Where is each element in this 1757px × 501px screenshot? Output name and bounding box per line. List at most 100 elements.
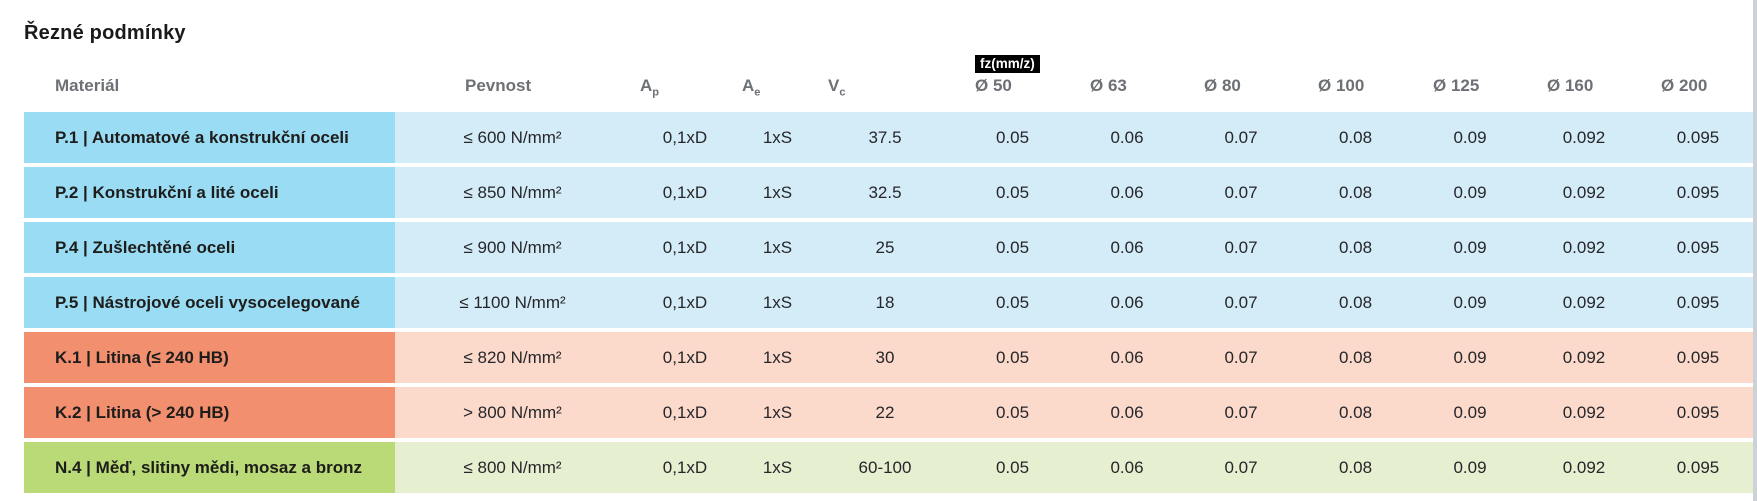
vc-cell: 60-100 <box>815 442 955 493</box>
fz-cell: 0.095 <box>1641 112 1755 163</box>
fz-cell: 0.07 <box>1184 277 1298 328</box>
pevnost-cell: > 800 N/mm² <box>395 387 630 438</box>
fz-cell: 0.06 <box>1070 167 1184 218</box>
table-row: K.2 | Litina (> 240 HB) > 800 N/mm² 0,1xD 1… <box>24 387 1755 438</box>
col-header-pevnost: Pevnost <box>465 76 532 95</box>
ap-cell: 0,1xD <box>630 442 740 493</box>
fz-cell: 0.092 <box>1527 332 1641 383</box>
vc-cell: 37.5 <box>815 112 955 163</box>
fz-cell: 0.095 <box>1641 387 1755 438</box>
col-header-diameter-3: Ø 80 <box>1204 76 1241 95</box>
fz-cell: 0.05 <box>955 387 1070 438</box>
fz-cell: 0.05 <box>955 332 1070 383</box>
ap-cell: 0,1xD <box>630 222 740 273</box>
table-row: P.4 | Zušlechtěné oceli ≤ 900 N/mm² 0,1xD 1… <box>24 222 1755 273</box>
ap-cell: 0,1xD <box>630 332 740 383</box>
fz-cell: 0.092 <box>1527 167 1641 218</box>
col-header-diameter-4: Ø 100 <box>1318 76 1365 95</box>
table-body: P.1 | Automatové a konstrukční oceli ≤ 60… <box>24 112 1755 493</box>
ae-cell: 1xS <box>740 442 815 493</box>
vertical-scrollbar[interactable] <box>1753 0 1757 501</box>
ae-cell: 1xS <box>740 387 815 438</box>
col-header-diameter-5: Ø 125 <box>1433 76 1480 95</box>
vc-cell: 18 <box>815 277 955 328</box>
fz-cell: 0.05 <box>955 442 1070 493</box>
table-row: N.4 | Měď, slitiny mědi, mosaz a bronz ≤ … <box>24 442 1755 493</box>
cutting-conditions-table: Materiál Pevnost Ap Ae Vc fz(mm/z) Ø 50 Ø 63 Ø 8… <box>24 48 1755 497</box>
fz-cell: 0.06 <box>1070 387 1184 438</box>
fz-cell: 0.05 <box>955 277 1070 328</box>
vc-cell: 30 <box>815 332 955 383</box>
material-cell: N.4 | Měď, slitiny mědi, mosaz a bronz <box>24 442 395 493</box>
material-cell: K.2 | Litina (> 240 HB) <box>24 387 395 438</box>
fz-cell: 0.08 <box>1298 112 1413 163</box>
fz-cell: 0.09 <box>1413 442 1527 493</box>
table-row: K.1 | Litina (≤ 240 HB) ≤ 820 N/mm² 0,1xD 1… <box>24 332 1755 383</box>
col-header-diameter-2: Ø 63 <box>1090 76 1127 95</box>
fz-cell: 0.09 <box>1413 387 1527 438</box>
page-title: Řezné podmínky <box>24 22 186 45</box>
fz-cell: 0.06 <box>1070 442 1184 493</box>
fz-cell: 0.07 <box>1184 387 1298 438</box>
ae-cell: 1xS <box>740 167 815 218</box>
ap-cell: 0,1xD <box>630 112 740 163</box>
fz-cell: 0.08 <box>1298 332 1413 383</box>
ap-cell: 0,1xD <box>630 387 740 438</box>
fz-cell: 0.05 <box>955 222 1070 273</box>
col-header-diameter-6: Ø 160 <box>1547 76 1594 95</box>
pevnost-cell: ≤ 820 N/mm² <box>395 332 630 383</box>
fz-cell: 0.06 <box>1070 112 1184 163</box>
pevnost-cell: ≤ 800 N/mm² <box>395 442 630 493</box>
ae-cell: 1xS <box>740 277 815 328</box>
col-header-ae: Ae <box>742 76 761 99</box>
fz-cell: 0.08 <box>1298 222 1413 273</box>
col-header-vc: Vc <box>828 76 846 99</box>
fz-cell: 0.08 <box>1298 387 1413 438</box>
fz-cell: 0.095 <box>1641 167 1755 218</box>
fz-cell: 0.09 <box>1413 167 1527 218</box>
fz-cell: 0.06 <box>1070 332 1184 383</box>
table-row: P.1 | Automatové a konstrukční oceli ≤ 60… <box>24 112 1755 163</box>
ae-cell: 1xS <box>740 222 815 273</box>
vc-cell: 22 <box>815 387 955 438</box>
fz-cell: 0.095 <box>1641 222 1755 273</box>
col-header-diameter-7: Ø 200 <box>1661 76 1708 95</box>
material-cell: P.1 | Automatové a konstrukční oceli <box>24 112 395 163</box>
material-cell: P.2 | Konstrukční a lité oceli <box>24 167 395 218</box>
table-row: P.5 | Nástrojové oceli vysocelegované ≤ 1… <box>24 277 1755 328</box>
fz-cell: 0.07 <box>1184 222 1298 273</box>
fz-cell: 0.06 <box>1070 222 1184 273</box>
pevnost-cell: ≤ 1100 N/mm² <box>395 277 630 328</box>
fz-cell: 0.05 <box>955 112 1070 163</box>
ap-cell: 0,1xD <box>630 277 740 328</box>
fz-cell: 0.08 <box>1298 442 1413 493</box>
pevnost-cell: ≤ 900 N/mm² <box>395 222 630 273</box>
fz-cell: 0.05 <box>955 167 1070 218</box>
fz-cell: 0.092 <box>1527 112 1641 163</box>
fz-cell: 0.06 <box>1070 277 1184 328</box>
col-header-ap: Ap <box>640 76 660 99</box>
fz-cell: 0.095 <box>1641 277 1755 328</box>
fz-cell: 0.095 <box>1641 332 1755 383</box>
material-cell: P.4 | Zušlechtěné oceli <box>24 222 395 273</box>
fz-cell: 0.07 <box>1184 167 1298 218</box>
col-header-diameter-1: fz(mm/z) Ø 50 <box>955 52 1070 108</box>
vc-cell: 32.5 <box>815 167 955 218</box>
table-row: P.2 | Konstrukční a lité oceli ≤ 850 N/mm… <box>24 167 1755 218</box>
pevnost-cell: ≤ 850 N/mm² <box>395 167 630 218</box>
vc-cell: 25 <box>815 222 955 273</box>
fz-cell: 0.092 <box>1527 277 1641 328</box>
ae-cell: 1xS <box>740 112 815 163</box>
fz-cell: 0.092 <box>1527 442 1641 493</box>
fz-cell: 0.09 <box>1413 277 1527 328</box>
fz-cell: 0.08 <box>1298 167 1413 218</box>
fz-cell: 0.09 <box>1413 222 1527 273</box>
table-header-row: Materiál Pevnost Ap Ae Vc fz(mm/z) Ø 50 Ø 63 Ø 8… <box>24 52 1755 108</box>
fz-cell: 0.092 <box>1527 222 1641 273</box>
fz-cell: 0.07 <box>1184 442 1298 493</box>
fz-cell: 0.07 <box>1184 332 1298 383</box>
fz-cell: 0.09 <box>1413 112 1527 163</box>
material-cell: K.1 | Litina (≤ 240 HB) <box>24 332 395 383</box>
fz-cell: 0.095 <box>1641 442 1755 493</box>
fz-cell: 0.08 <box>1298 277 1413 328</box>
